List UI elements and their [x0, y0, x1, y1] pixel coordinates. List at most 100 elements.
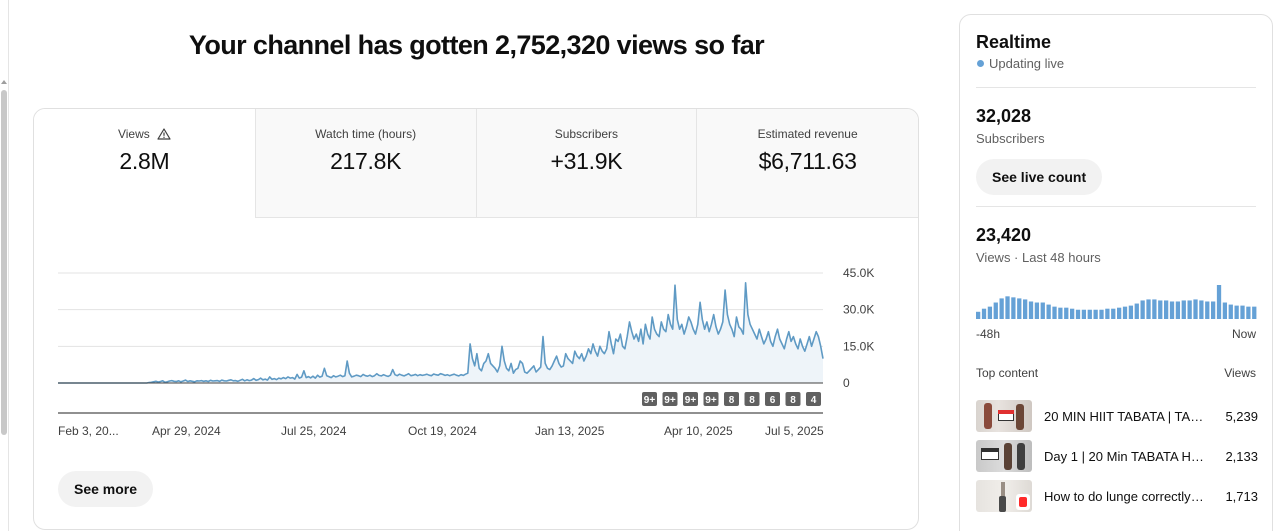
realtime-bar: [1222, 302, 1228, 319]
video-publish-marker[interactable]: 6: [765, 392, 780, 406]
tab-subscribers-value: +31.9K: [550, 148, 623, 174]
realtime-bar: [1122, 306, 1128, 319]
scroll-up-arrow-icon[interactable]: [1, 80, 7, 84]
live-label: Updating live: [989, 56, 1065, 71]
realtime-bar: [1017, 298, 1022, 319]
metric-tabs: Views 2.8M Watch time (hours) 217.8K Sub…: [34, 109, 918, 218]
tab-views-value: 2.8M: [119, 148, 170, 174]
realtime-bar: [1246, 306, 1251, 319]
realtime-bar: [1240, 305, 1245, 319]
marker-count: 9+: [644, 395, 656, 406]
marker-count: 8: [790, 395, 796, 406]
realtime-bar: [981, 308, 987, 319]
realtime-bar: [1152, 299, 1157, 319]
realtime-bar: [1064, 307, 1069, 319]
views-line-chart[interactable]: 45.0K 30.0K 15.0K 0 9+ 9+ 9+ 9+ 8 8 6 8 4 Feb 3, 20..…: [34, 218, 919, 458]
realtime-bar: [1005, 296, 1010, 319]
realtime-bar: [1193, 299, 1198, 319]
realtime-bar: [1046, 304, 1051, 319]
x-tick-label: Jul 25, 2024: [281, 424, 347, 438]
video-publish-marker[interactable]: 8: [744, 392, 760, 406]
realtime-bar: [993, 302, 998, 319]
y-tick-label: 0: [843, 376, 850, 390]
marker-count: 9+: [685, 395, 697, 406]
top-content-views: 2,133: [1225, 448, 1258, 464]
realtime-bar: [1081, 309, 1087, 319]
realtime-views-bar-chart[interactable]: [976, 279, 1258, 319]
tab-views[interactable]: Views 2.8M: [34, 109, 255, 218]
realtime-bar: [1187, 300, 1192, 319]
top-content-item[interactable]: How to do lunge correctly #shorts 1,713: [976, 480, 1258, 512]
realtime-subscribers-value: 32,028: [976, 106, 1032, 126]
tab-subscribers-label: Subscribers: [554, 127, 619, 141]
realtime-bar: [1023, 299, 1028, 319]
x-tick-label: Apr 10, 2025: [664, 424, 733, 438]
realtime-bar: [1140, 300, 1145, 319]
realtime-bar: [1164, 300, 1169, 319]
video-publish-marker[interactable]: 9+: [642, 392, 657, 406]
realtime-bar: [1128, 305, 1134, 319]
y-tick-label: 15.0K: [843, 339, 874, 353]
tab-subscribers[interactable]: Subscribers +31.9K: [475, 109, 697, 218]
live-dot-icon: [977, 60, 984, 67]
video-thumbnail: [976, 440, 1032, 472]
realtime-bar: [1111, 308, 1116, 319]
tab-views-label: Views: [117, 127, 150, 141]
video-thumbnail: [976, 480, 1032, 512]
realtime-subscribers-label: Subscribers: [976, 131, 1045, 146]
realtime-bar: [1252, 306, 1257, 319]
warning-icon[interactable]: [157, 128, 171, 140]
tab-views-label-row: Views: [34, 127, 255, 141]
realtime-bar: [1052, 306, 1057, 319]
x-tick-label: Jan 13, 2025: [535, 424, 605, 438]
marker-count: 9+: [664, 395, 676, 406]
realtime-bar: [1099, 309, 1104, 319]
realtime-bar: [1228, 304, 1233, 319]
video-publish-marker[interactable]: 8: [785, 392, 801, 406]
top-content-item[interactable]: Day 1 | 20 Min TABATA HIIT WORKOUT 2,133: [976, 440, 1258, 472]
realtime-bar: [1087, 309, 1092, 319]
marker-count: 4: [811, 395, 817, 406]
x-tick-label: Feb 3, 20...: [58, 424, 119, 438]
video-thumbnail: [976, 400, 1032, 432]
top-content-views: 1,713: [1225, 488, 1258, 504]
tab-revenue-label: Estimated revenue: [757, 127, 858, 141]
top-content-views-header: Views: [1224, 366, 1256, 380]
video-publish-marker[interactable]: 8: [724, 392, 739, 406]
realtime-bar: [1181, 300, 1186, 319]
tab-revenue-value: $6,711.63: [758, 148, 857, 174]
realtime-bar: [1034, 302, 1040, 319]
scrollbar-thumb[interactable]: [1, 90, 7, 435]
top-content-title: Day 1 | 20 Min TABATA HIIT WORKOUT: [1044, 448, 1206, 464]
see-live-count-button[interactable]: See live count: [976, 159, 1103, 195]
y-tick-label: 45.0K: [843, 266, 874, 280]
tab-watch-time-label: Watch time (hours): [315, 127, 417, 141]
series-area: [58, 282, 823, 383]
top-content-item[interactable]: 20 MIN HIIT TABATA | TABATA WORKOUT 5,23…: [976, 400, 1258, 432]
video-publish-marker[interactable]: 4: [806, 392, 821, 406]
see-more-button[interactable]: See more: [58, 471, 154, 507]
realtime-bar: [1093, 309, 1098, 319]
series-line: [58, 282, 824, 384]
tab-watch-time[interactable]: Watch time (hours) 217.8K: [254, 109, 476, 218]
x-tick-label: Jul 5, 2025: [765, 424, 824, 438]
realtime-bar: [987, 306, 993, 319]
video-publish-marker[interactable]: 9+: [703, 392, 719, 406]
realtime-bar: [1075, 309, 1081, 319]
top-content-title: 20 MIN HIIT TABATA | TABATA WORKOUT: [1044, 408, 1206, 424]
realtime-bar: [1058, 307, 1063, 319]
video-publish-marker[interactable]: 9+: [662, 392, 678, 406]
marker-count: 9+: [705, 395, 717, 406]
realtime-bar: [1158, 300, 1163, 319]
tab-estimated-revenue[interactable]: Estimated revenue $6,711.63: [696, 109, 918, 218]
realtime-bar: [1070, 308, 1075, 319]
realtime-views-value: 23,420: [976, 225, 1032, 245]
realtime-bar: [999, 298, 1004, 319]
realtime-bar: [1199, 300, 1204, 319]
divider: [976, 87, 1256, 88]
top-content-header: Top content: [976, 366, 1039, 380]
realtime-bar: [1040, 302, 1045, 319]
video-publish-marker[interactable]: 9+: [683, 392, 698, 406]
realtime-live-status: Updating live: [977, 56, 1064, 71]
realtime-bar: [1216, 285, 1222, 319]
